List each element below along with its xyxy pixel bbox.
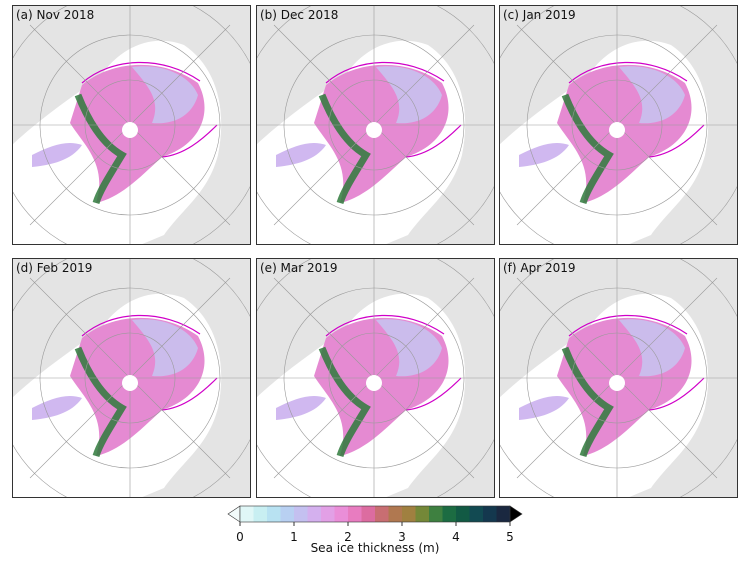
panel-label: (f) Apr 2019 <box>503 261 576 275</box>
tick-label: 2 <box>344 530 352 544</box>
tick-label: 3 <box>398 530 406 544</box>
color-segment <box>348 506 362 522</box>
color-segment <box>334 506 349 522</box>
panel-label: (c) Jan 2019 <box>503 8 576 22</box>
colorbar-under <box>227 505 241 523</box>
color-segment <box>483 506 497 522</box>
color-segment <box>321 506 335 522</box>
panel-label: (b) Dec 2018 <box>260 8 338 22</box>
tick-label: 4 <box>452 530 460 544</box>
color-segment <box>442 506 457 522</box>
tick-label: 1 <box>290 530 298 544</box>
color-segment <box>294 506 308 522</box>
colorbar-over <box>509 505 523 523</box>
panel-label: (a) Nov 2018 <box>16 8 94 22</box>
color-segment <box>496 506 511 522</box>
color-segment <box>375 506 389 522</box>
tick-label: 5 <box>506 530 514 544</box>
color-segment <box>429 506 443 522</box>
color-segment <box>307 506 322 522</box>
color-segment <box>280 506 295 522</box>
colorbar: 0 1 2 3 4 5 <box>227 505 523 544</box>
color-segment <box>253 506 268 522</box>
color-segment <box>469 506 484 522</box>
color-segment <box>267 506 281 522</box>
color-segment <box>415 506 430 522</box>
tick-label: 0 <box>236 530 244 544</box>
color-segment <box>402 506 416 522</box>
color-segment <box>456 506 470 522</box>
panel-label: (d) Feb 2019 <box>16 261 92 275</box>
color-segment <box>388 506 403 522</box>
color-segment <box>361 506 376 522</box>
panel-label: (e) Mar 2019 <box>260 261 338 275</box>
colorbar-label: Sea ice thickness (m) <box>311 541 440 555</box>
color-segment <box>240 506 254 522</box>
colorbar-frame <box>239 505 511 523</box>
